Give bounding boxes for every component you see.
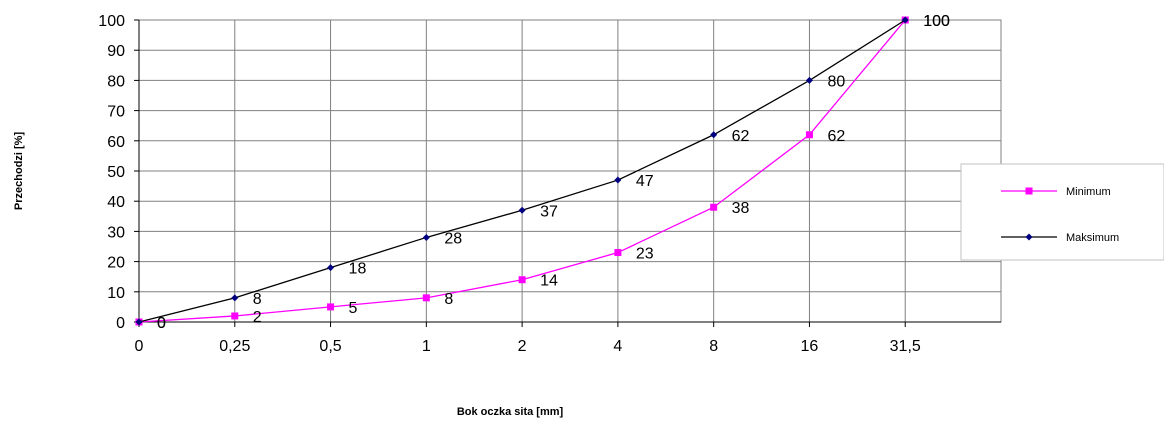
data-point-diamond [805, 76, 813, 84]
y-tick-label: 60 [107, 134, 125, 151]
data-point-square [518, 276, 526, 284]
data-label: 2 [253, 309, 262, 326]
y-axis-title: Przechodzi [%] [13, 132, 25, 211]
x-axis-title: Bok oczka sita [mm] [457, 406, 564, 418]
data-label: 14 [540, 273, 558, 290]
series-maksimum [135, 16, 909, 326]
data-label: 28 [444, 230, 462, 247]
x-tick-label: 16 [801, 338, 819, 355]
data-point-diamond [422, 233, 430, 241]
x-tick-label: 8 [709, 338, 718, 355]
y-tick-label: 0 [116, 315, 125, 332]
legend: Minimum Maksimum [960, 163, 1164, 261]
data-label: 0 [157, 315, 166, 332]
data-label: 62 [732, 128, 750, 145]
data-label: 18 [349, 261, 367, 278]
data-label: 37 [540, 203, 558, 220]
series [135, 16, 909, 326]
legend-box [960, 163, 1164, 261]
data-label: 62 [827, 128, 845, 145]
x-tick-label: 2 [518, 338, 527, 355]
x-tick-label: 0,5 [319, 338, 341, 355]
data-label: 80 [827, 73, 845, 90]
data-label: 100 [923, 13, 950, 30]
data-label: 47 [636, 173, 654, 190]
data-point-diamond [1025, 233, 1033, 241]
y-tick-label: 70 [107, 104, 125, 121]
data-point-square [231, 312, 239, 320]
y-tick-label: 80 [107, 73, 125, 90]
data-point-diamond [231, 294, 239, 302]
x-tick-label: 31,5 [890, 338, 921, 355]
data-point-diamond [901, 16, 909, 24]
data-label: 38 [732, 200, 750, 217]
data-point-square [710, 203, 718, 211]
data-label: 0 [157, 315, 166, 332]
y-tick-label: 100 [98, 13, 125, 30]
data-label: 8 [444, 291, 453, 308]
legend-label: Minimum [1066, 186, 1111, 198]
y-tick-label: 90 [107, 43, 125, 60]
x-tick-label: 1 [422, 338, 431, 355]
x-tick-label: 4 [613, 338, 622, 355]
x-tick-label: 0,25 [219, 338, 250, 355]
data-label: 23 [636, 246, 654, 263]
data-point-square [327, 303, 335, 311]
data-point-square [1025, 187, 1033, 195]
data-point-square [805, 131, 813, 139]
y-tick-label: 30 [107, 224, 125, 241]
data-point-square [614, 249, 622, 257]
data-point-diamond [327, 264, 335, 272]
data-point-diamond [614, 176, 622, 184]
y-tick-label: 20 [107, 255, 125, 272]
y-tick-label: 10 [107, 285, 125, 302]
x-tick-label: 0 [135, 338, 144, 355]
data-label: 5 [349, 300, 358, 317]
data-label: 8 [253, 291, 262, 308]
data-point-diamond [710, 131, 718, 139]
data-label: 100 [923, 13, 950, 30]
data-point-diamond [135, 318, 143, 326]
legend-label: Maksimum [1066, 232, 1119, 244]
y-tick-label: 40 [107, 194, 125, 211]
data-point-diamond [518, 206, 526, 214]
data-point-square [422, 294, 430, 302]
y-tick-label: 50 [107, 164, 125, 181]
